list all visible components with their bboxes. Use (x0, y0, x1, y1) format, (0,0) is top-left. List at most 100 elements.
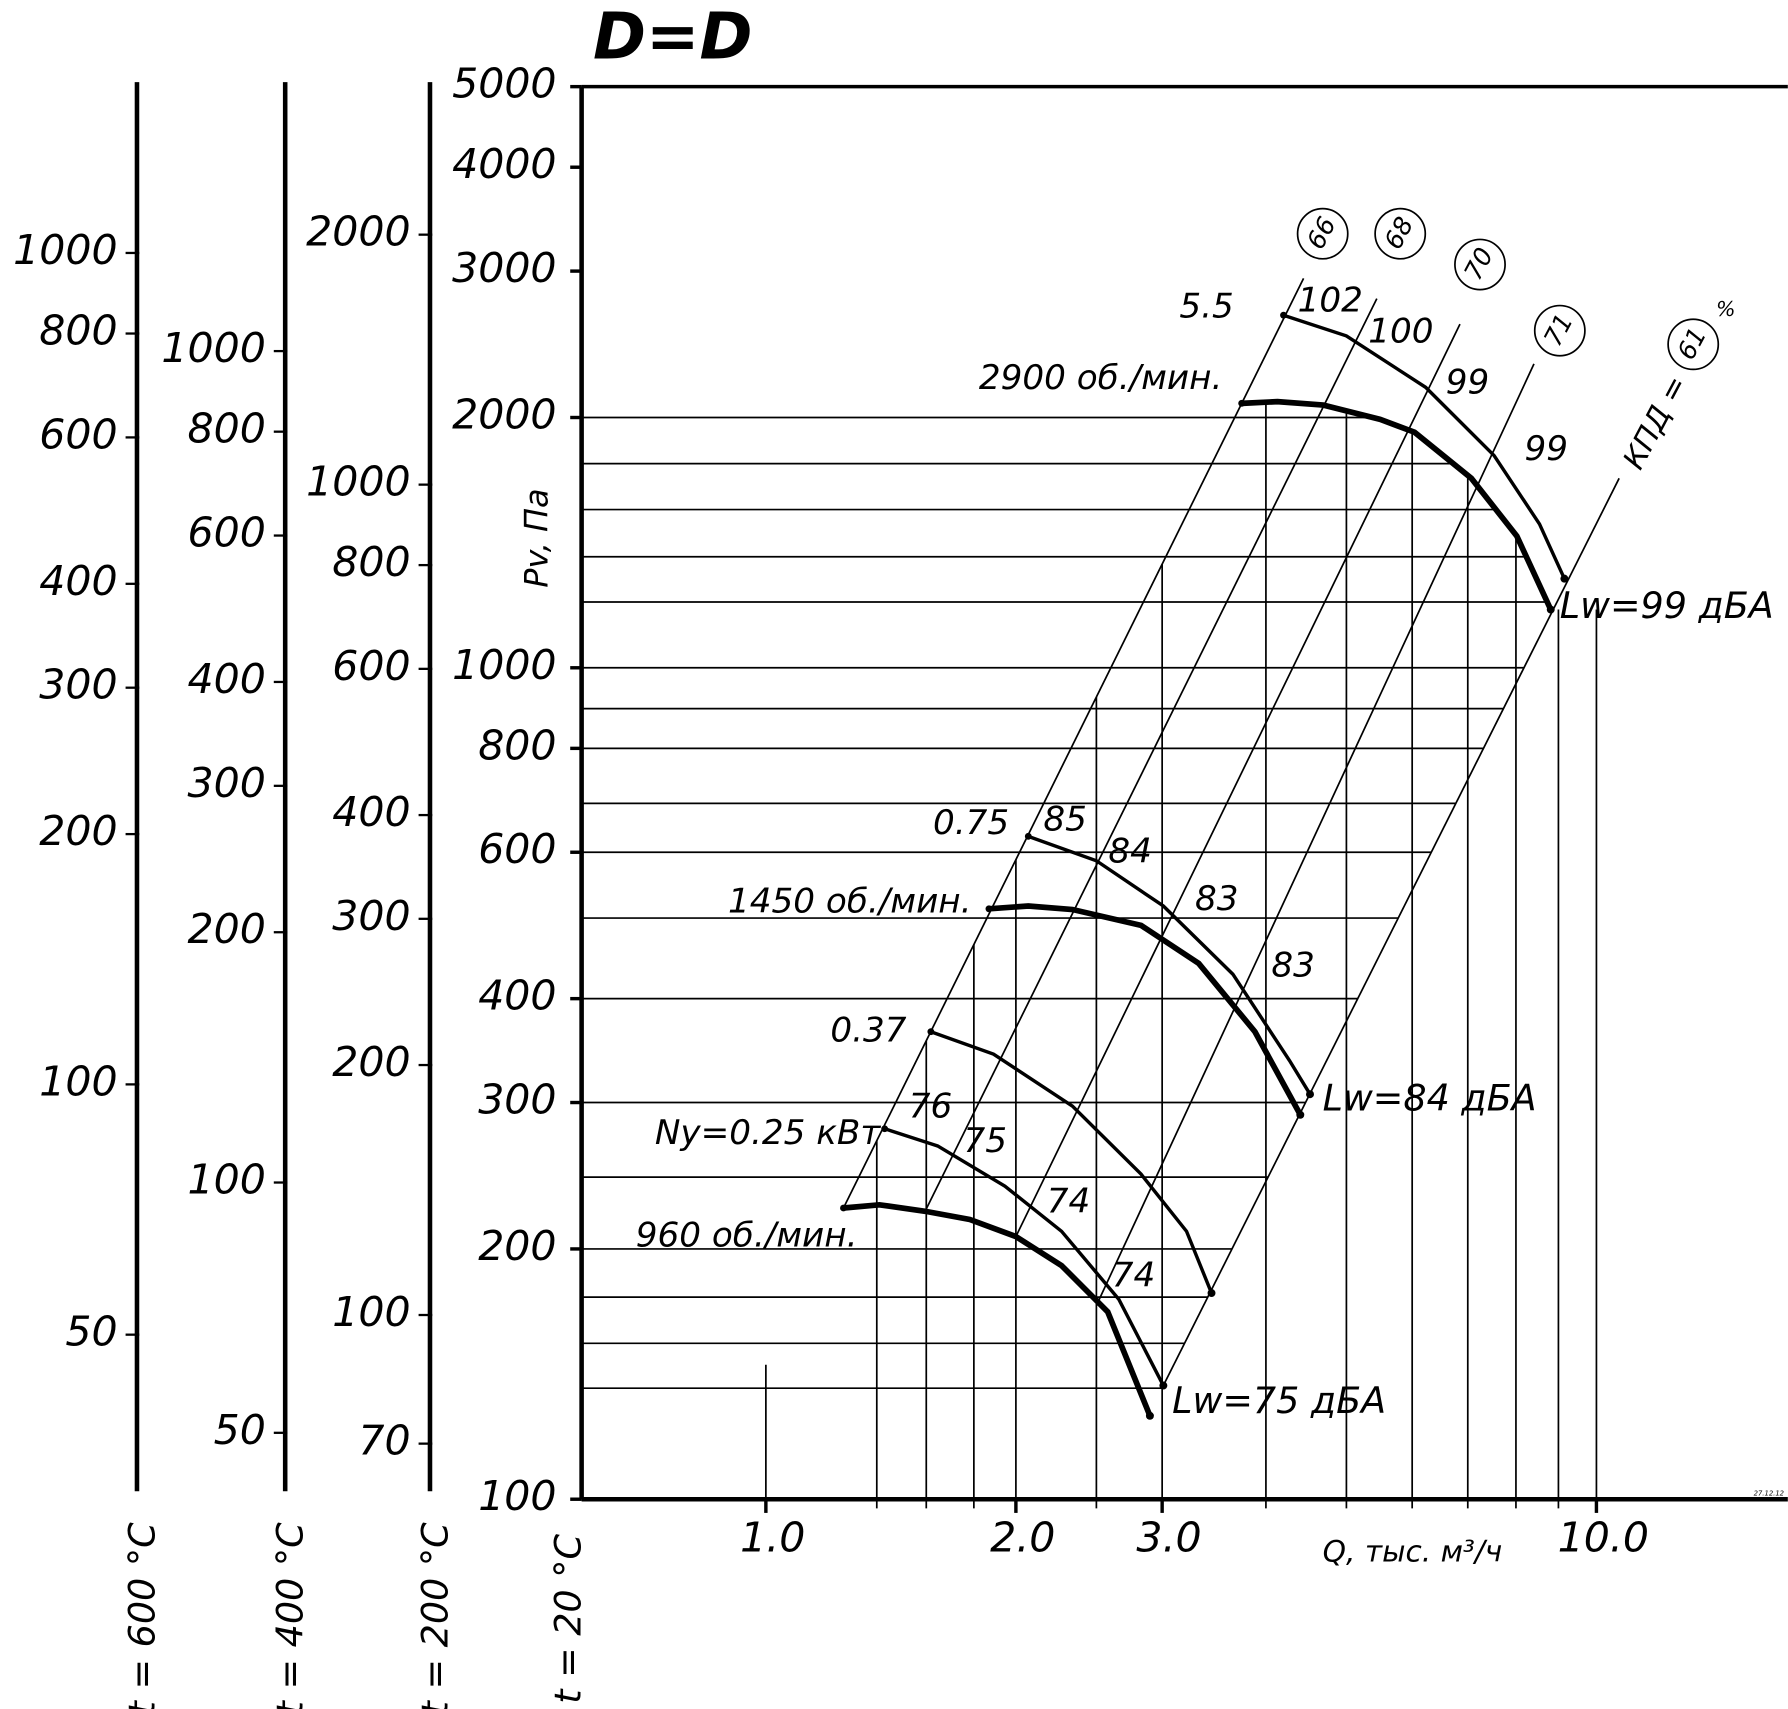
side-tick-label: 400 (332, 788, 410, 836)
temp-label: t = 400 °C (269, 1522, 312, 1709)
power-curve (930, 1030, 1214, 1294)
efficiency-value: 66 (1301, 212, 1342, 254)
noise-value: 100 (1368, 311, 1433, 351)
side-tick-label: 1000 (13, 226, 117, 274)
side-tick-label: 100 (332, 1288, 410, 1336)
noise-value: 74 (1047, 1181, 1091, 1221)
curve-end (1306, 1090, 1314, 1099)
efficiency-value: 61 (1672, 323, 1713, 365)
side-tick-label: 70 (358, 1417, 410, 1465)
side-tick-label: 600 (39, 410, 117, 458)
power-curve (1027, 834, 1312, 1096)
noise-label: Lw=75 дБА (1172, 1379, 1386, 1422)
side-tick-label: 600 (187, 509, 265, 557)
side-tick-label: 300 (39, 661, 117, 709)
side-tick-label: 1000 (306, 458, 410, 506)
curve-end (985, 905, 993, 913)
efficiency-value: 70 (1458, 243, 1499, 285)
noise-value: 102 (1298, 281, 1363, 321)
noise-value: 74 (1112, 1255, 1156, 1295)
curve-end (1145, 1411, 1154, 1420)
side-tick-label: 600 (332, 642, 410, 690)
temp-label: t = 200 °C (413, 1522, 456, 1709)
curve-label: 0.75 (933, 803, 1009, 843)
curve-label: 5.5 (1179, 286, 1233, 326)
speed-curve (843, 1201, 1153, 1417)
curve-end (840, 1204, 847, 1212)
curve-end (1296, 1110, 1305, 1119)
speed-curve (1241, 398, 1554, 611)
side-tick-label: 50 (65, 1308, 117, 1356)
chart-title: D=D (593, 1, 752, 75)
noise-value: 76 (909, 1087, 953, 1127)
noise-value: 83 (1271, 945, 1315, 985)
noise-label: Lw=84 дБА (1323, 1077, 1537, 1120)
side-tick-label: 800 (332, 538, 410, 586)
y-tick-label: 4000 (452, 140, 556, 188)
y-tick-label: 400 (478, 972, 556, 1020)
side-tick-label: 200 (332, 1038, 410, 1086)
curve-end (1546, 605, 1555, 614)
y-tick-label: 600 (478, 825, 556, 873)
curve-label: 960 об./мин. (636, 1216, 858, 1256)
power-curve (884, 1127, 1165, 1387)
side-tick-label: 100 (39, 1057, 117, 1105)
noise-label: Lw=99 дБА (1560, 584, 1774, 627)
efficiency-circle (1296, 207, 1349, 260)
efficiency-circle (1667, 318, 1720, 371)
curve-label: 0.37 (830, 1010, 906, 1050)
noise-value: 84 (1108, 831, 1152, 871)
efficiency-line (924, 298, 1378, 1212)
x-tick-label: 2.0 (990, 1513, 1055, 1561)
side-tick-label: 100 (187, 1156, 265, 1204)
efficiency-line (1095, 363, 1535, 1306)
efficiency-line (1162, 477, 1620, 1386)
x-tick-label: 3.0 (1136, 1513, 1201, 1561)
noise-value: 99 (1446, 363, 1490, 403)
noise-value: 99 (1524, 429, 1568, 469)
x-tick-label: 1.0 (740, 1513, 805, 1561)
curve-label: Ny=0.25 кВт (655, 1113, 882, 1153)
x-axis-label: Q, тыс. м³/ч (1323, 1533, 1503, 1568)
y-tick-label: 2000 (452, 391, 556, 439)
curve-label: 1450 об./мин. (728, 881, 972, 921)
stamp: 27.12.12 (1754, 1490, 1784, 1498)
curve-end (881, 1125, 889, 1133)
curve-end (927, 1028, 935, 1036)
y-tick-label: 800 (478, 721, 556, 769)
y-tick-label: 300 (478, 1076, 556, 1124)
side-tick-label: 200 (187, 905, 265, 953)
efficiency-unit: % (1716, 297, 1736, 321)
y-tick-label: 3000 (452, 244, 556, 292)
curve-end (1238, 399, 1246, 407)
side-tick-label: 1000 (161, 324, 265, 372)
noise-value: 85 (1043, 799, 1087, 839)
side-tick-label: 2000 (306, 208, 410, 256)
noise-value: 83 (1195, 879, 1239, 919)
side-tick-label: 800 (39, 307, 117, 355)
noise-value: 75 (964, 1121, 1008, 1161)
curve-end (1560, 574, 1569, 583)
efficiency-circle (1454, 238, 1506, 291)
side-tick-label: 400 (187, 655, 265, 703)
efficiency-label: КПД = (1616, 369, 1694, 474)
side-tick-label: 200 (39, 807, 117, 855)
side-tick-label: 50 (214, 1406, 266, 1454)
curve-end (1024, 832, 1032, 840)
curve-end (1159, 1381, 1168, 1390)
efficiency-value: 68 (1379, 212, 1420, 254)
speed-curve (988, 903, 1303, 1117)
efficiency-line (842, 278, 1305, 1209)
y-tick-label: 100 (478, 1472, 556, 1520)
efficiency-circle (1374, 207, 1427, 260)
side-tick-label: 800 (187, 405, 265, 453)
y-tick-label: 200 (478, 1222, 556, 1270)
efficiency-line (1015, 323, 1461, 1237)
side-tick-label: 400 (39, 557, 117, 605)
y-axis-label: Pv, Па (517, 488, 555, 587)
curve-label: 2900 об./мин. (979, 358, 1223, 398)
y-tick-label: 5000 (452, 60, 556, 108)
curve-end (1280, 311, 1287, 319)
efficiency-value: 71 (1538, 309, 1579, 351)
